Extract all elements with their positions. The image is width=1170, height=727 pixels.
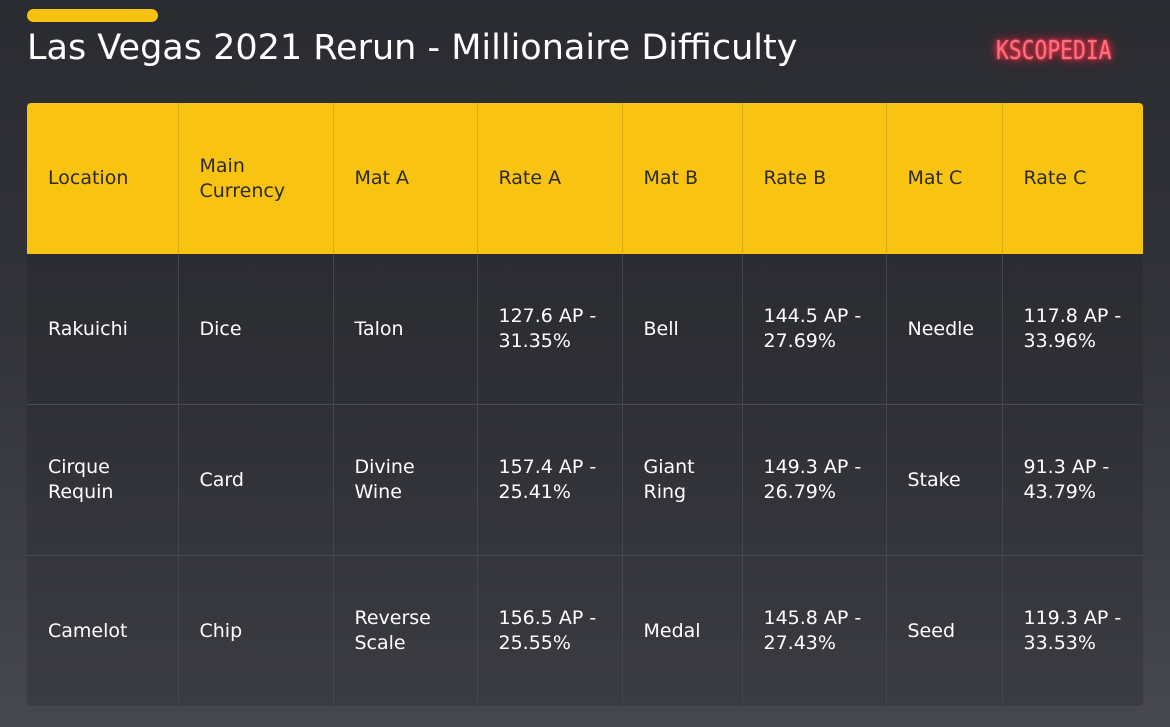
column-header-rate-c: Rate C — [1002, 103, 1143, 254]
column-header-mat-c: Mat C — [886, 103, 1003, 254]
table-row: Cirque Requin Card Divine Wine 157.4 AP … — [27, 404, 1143, 556]
kscopedia-logo: KSCOPEDIA — [996, 36, 1112, 66]
cell-rate-c: 117.8 AP - 33.96% — [1002, 254, 1143, 405]
column-header-rate-a: Rate A — [477, 103, 623, 254]
materials-table: Location Main Currency Mat A Rate A Mat … — [27, 103, 1143, 706]
cell-mat-a: Reverse Scale — [333, 555, 478, 706]
cell-rate-a: 127.6 AP - 31.35% — [477, 254, 623, 405]
page-title: Las Vegas 2021 Rerun - Millionaire Diffi… — [27, 28, 798, 68]
cell-mat-c: Seed — [886, 555, 1003, 706]
cell-mat-b: Medal — [622, 555, 743, 706]
table-header-row: Location Main Currency Mat A Rate A Mat … — [27, 103, 1143, 254]
cell-main-currency: Dice — [178, 254, 334, 405]
cell-rate-c: 119.3 AP - 33.53% — [1002, 555, 1143, 706]
cell-mat-a: Talon — [333, 254, 478, 405]
column-header-mat-a: Mat A — [333, 103, 478, 254]
cell-rate-b: 144.5 AP - 27.69% — [742, 254, 887, 405]
cell-rate-c: 91.3 AP - 43.79% — [1002, 404, 1143, 556]
table-row: Rakuichi Dice Talon 127.6 AP - 31.35% Be… — [27, 254, 1143, 405]
cell-mat-a: Divine Wine — [333, 404, 478, 556]
cell-location: Cirque Requin — [27, 404, 179, 556]
title-accent-bar — [27, 9, 158, 22]
column-header-location: Location — [27, 103, 179, 254]
cell-main-currency: Chip — [178, 555, 334, 706]
table-row: Camelot Chip Reverse Scale 156.5 AP - 25… — [27, 555, 1143, 706]
column-header-mat-b: Mat B — [622, 103, 743, 254]
column-header-rate-b: Rate B — [742, 103, 887, 254]
cell-location: Rakuichi — [27, 254, 179, 405]
column-header-main-currency: Main Currency — [178, 103, 334, 254]
cell-mat-c: Needle — [886, 254, 1003, 405]
cell-rate-b: 149.3 AP - 26.79% — [742, 404, 887, 556]
cell-rate-a: 156.5 AP - 25.55% — [477, 555, 623, 706]
cell-rate-b: 145.8 AP - 27.43% — [742, 555, 887, 706]
cell-main-currency: Card — [178, 404, 334, 556]
cell-mat-b: Bell — [622, 254, 743, 405]
cell-mat-c: Stake — [886, 404, 1003, 556]
cell-mat-b: Giant Ring — [622, 404, 743, 556]
cell-location: Camelot — [27, 555, 179, 706]
cell-rate-a: 157.4 AP - 25.41% — [477, 404, 623, 556]
